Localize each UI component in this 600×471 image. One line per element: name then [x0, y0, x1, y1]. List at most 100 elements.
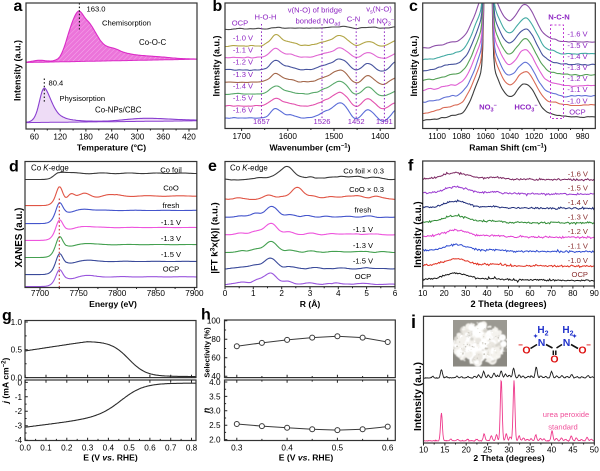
svg-text:f: f: [408, 158, 414, 175]
svg-text:80.4: 80.4: [49, 79, 64, 88]
svg-text:-1.5 V: -1.5 V: [233, 94, 254, 103]
svg-text:OCP: OCP: [355, 272, 371, 281]
svg-text:Chemisorption: Chemisorption: [102, 19, 151, 28]
svg-text:NO3−: NO3−: [479, 103, 497, 114]
svg-text:0.8: 0.8: [186, 444, 198, 453]
svg-text:1100: 1100: [428, 132, 446, 141]
svg-text:45: 45: [568, 446, 578, 455]
svg-text:OCP: OCP: [163, 265, 179, 274]
svg-text:-1.2 V: -1.2 V: [567, 74, 588, 83]
svg-text:2: 2: [279, 289, 284, 298]
svg-text:vs(N-O): vs(N-O): [366, 5, 392, 16]
svg-text:Physisorption: Physisorption: [60, 94, 106, 103]
svg-text:1080: 1080: [452, 132, 471, 141]
svg-text:CoO × 0.3: CoO × 0.3: [349, 185, 384, 194]
svg-text:−: −: [586, 341, 591, 350]
svg-text:Intensity (a.u.): Intensity (a.u.): [212, 35, 222, 96]
svg-text:60: 60: [211, 354, 221, 363]
svg-text:1700: 1700: [232, 132, 251, 141]
svg-text:d: d: [9, 159, 19, 176]
svg-text:4: 4: [336, 289, 341, 298]
svg-text:5: 5: [364, 289, 369, 298]
svg-text:1600: 1600: [279, 132, 298, 141]
svg-text:v(N-O) of bridge: v(N-O) of bridge: [288, 6, 342, 15]
svg-text:7900: 7900: [185, 289, 204, 298]
svg-text:0.6: 0.6: [144, 444, 156, 453]
svg-text:bonded NOad: bonded NOad: [296, 17, 341, 28]
svg-text:Wavenumber (cm−1): Wavenumber (cm−1): [269, 143, 350, 153]
svg-text:-1.3 V: -1.3 V: [233, 70, 254, 79]
svg-text:10: 10: [419, 446, 429, 455]
svg-text:0.6: 0.6: [382, 444, 394, 453]
svg-text:C-N: C-N: [347, 15, 361, 24]
svg-text:180: 180: [79, 132, 93, 141]
svg-text:H2: H2: [537, 325, 548, 338]
svg-text:Co K-edge: Co K-edge: [31, 164, 69, 173]
svg-text:-1.3 V: -1.3 V: [353, 241, 374, 250]
svg-text:2.0: 2.0: [209, 436, 221, 445]
svg-text:Co-O-C: Co-O-C: [139, 38, 166, 47]
svg-text:360: 360: [156, 132, 170, 141]
svg-text:1657: 1657: [253, 117, 270, 126]
svg-text:-1.0 V: -1.0 V: [568, 256, 589, 265]
svg-text:-1.1 V: -1.1 V: [567, 85, 588, 94]
svg-text:-3: -3: [15, 422, 23, 431]
svg-text:Intensity (a.u.): Intensity (a.u.): [13, 40, 23, 101]
svg-text:0.5: 0.5: [11, 346, 23, 355]
svg-text:O: O: [578, 345, 586, 357]
svg-text:h: h: [201, 307, 211, 324]
svg-text:1400: 1400: [371, 132, 390, 141]
svg-text:-1.0 V: -1.0 V: [233, 34, 254, 43]
svg-text:c: c: [409, 0, 418, 15]
svg-text:7700: 7700: [31, 289, 50, 298]
svg-text:✦: ✦: [533, 333, 539, 341]
svg-text:3.0: 3.0: [209, 407, 221, 416]
svg-text:Intensity (a.u.): Intensity (a.u.): [413, 201, 424, 267]
svg-text:-1.3 V: -1.3 V: [161, 234, 182, 243]
svg-text:15: 15: [440, 446, 450, 455]
svg-text:2 Theta (degrees): 2 Theta (degrees): [470, 299, 546, 309]
svg-text:-1: -1: [15, 393, 23, 402]
svg-text:0.4: 0.4: [103, 444, 115, 453]
svg-text:7850: 7850: [147, 289, 166, 298]
svg-text:1452: 1452: [348, 117, 365, 126]
svg-text:Energy (eV): Energy (eV): [89, 299, 137, 309]
svg-text:Raman Shift (cm−1): Raman Shift (cm−1): [469, 143, 547, 153]
svg-text:g: g: [2, 308, 12, 325]
svg-text:0.7: 0.7: [165, 444, 177, 453]
svg-text:XANES (a.u.): XANES (a.u.): [14, 208, 25, 268]
svg-text:0: 0: [17, 378, 22, 387]
svg-text:1391: 1391: [376, 117, 393, 126]
svg-text:120: 120: [53, 132, 67, 141]
svg-text:0.4: 0.4: [281, 444, 293, 453]
svg-text:b: b: [213, 0, 223, 15]
svg-text:−: −: [518, 341, 523, 350]
svg-text:-1.1 V: -1.1 V: [568, 242, 589, 251]
svg-text:0.1: 0.1: [40, 444, 52, 453]
svg-text:20: 20: [462, 446, 472, 455]
svg-text:OCP: OCP: [232, 19, 248, 28]
svg-text:420: 420: [182, 132, 196, 141]
svg-text:-1.1 V: -1.1 V: [161, 218, 182, 227]
svg-text:E (V vs. RHE): E (V vs. RHE): [279, 452, 334, 462]
svg-text:-1.2 V: -1.2 V: [233, 58, 254, 67]
svg-text:Co-NPs/CBC: Co-NPs/CBC: [95, 106, 142, 115]
svg-text:H-O-H: H-O-H: [255, 13, 277, 22]
svg-text:7750: 7750: [69, 289, 88, 298]
svg-text:Selectivity (%): Selectivity (%): [203, 327, 212, 378]
svg-text:35: 35: [526, 446, 536, 455]
svg-text:CoO: CoO: [163, 183, 179, 192]
svg-text:-1.1 V: -1.1 V: [233, 46, 254, 55]
svg-text:1020: 1020: [525, 132, 544, 141]
svg-text:urea peroxide: urea peroxide: [543, 410, 589, 419]
svg-text:i: i: [411, 312, 416, 332]
svg-text:1.0: 1.0: [11, 318, 23, 327]
svg-text:-1.6 V: -1.6 V: [568, 170, 589, 179]
svg-text:1500: 1500: [325, 132, 344, 141]
svg-text:-1.5 V: -1.5 V: [567, 41, 588, 50]
svg-text:of NO3−: of NO3−: [368, 17, 394, 28]
svg-text:n: n: [202, 408, 212, 413]
svg-text:-1.3 V: -1.3 V: [567, 63, 588, 72]
svg-text:Co foil: Co foil: [160, 166, 182, 175]
svg-text:fresh: fresh: [355, 205, 372, 214]
